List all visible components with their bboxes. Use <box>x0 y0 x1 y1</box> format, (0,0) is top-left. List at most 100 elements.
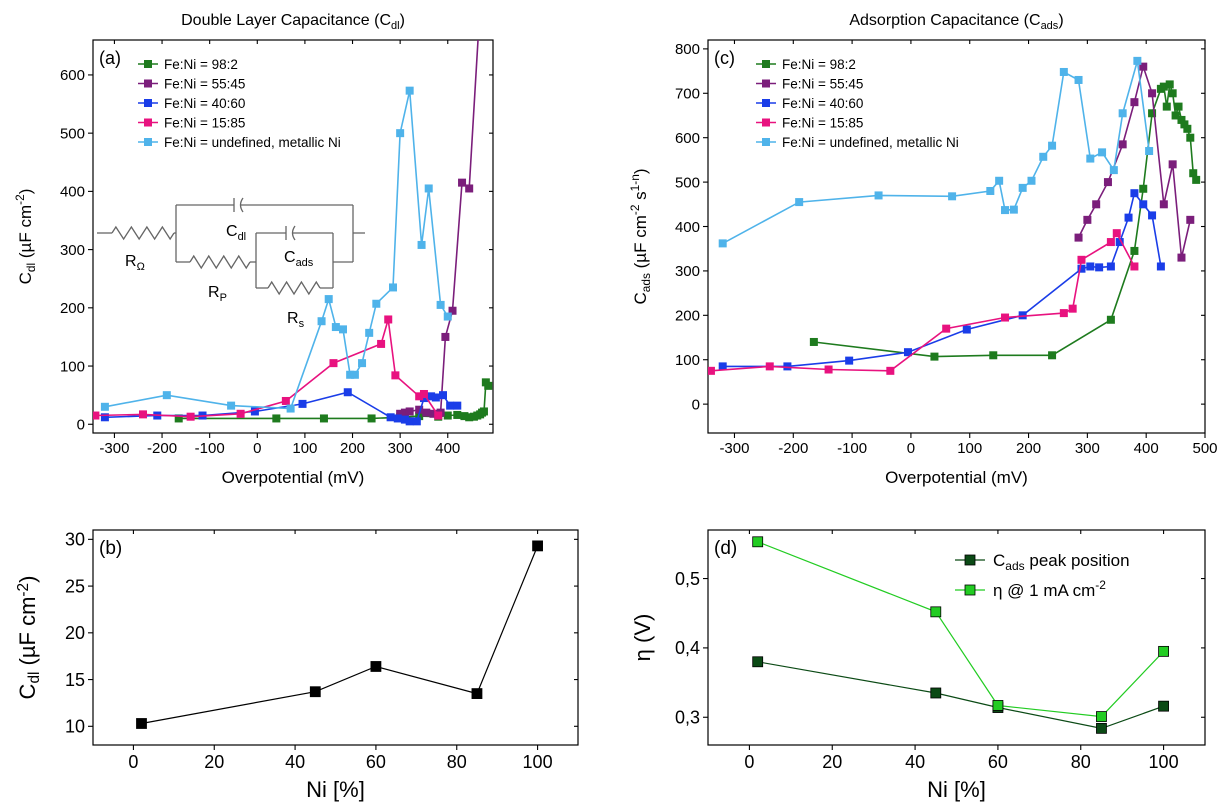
x-tick-label: 20 <box>204 752 224 772</box>
data-point <box>1156 262 1165 271</box>
plot-frame <box>707 529 1206 746</box>
data-point <box>391 371 400 380</box>
legend-marker <box>144 118 152 127</box>
data-point <box>405 86 414 95</box>
series-line <box>722 191 1162 368</box>
data-point <box>1068 304 1077 313</box>
data-point <box>708 366 715 375</box>
data-point <box>350 370 359 379</box>
data-point <box>319 414 328 423</box>
x-tick-label: -300 <box>99 440 129 457</box>
data-point <box>475 24 483 32</box>
data-point <box>1077 255 1086 264</box>
data-point <box>93 411 100 420</box>
data-point <box>1177 253 1186 262</box>
data-point <box>324 295 333 304</box>
data-point <box>443 411 452 420</box>
data-point <box>415 405 424 414</box>
data-point <box>365 328 374 337</box>
data-point <box>948 192 957 201</box>
plot-frame <box>92 39 494 434</box>
x-tick-label: 200 <box>1016 440 1041 457</box>
panel-a: -300 -200 -100 0 100 200 300 400 0 100 200 300 400 50… <box>13 12 494 487</box>
data-point <box>465 413 474 422</box>
data-point <box>1139 184 1148 193</box>
data-point <box>809 337 818 346</box>
data-point <box>1177 115 1186 124</box>
y-tick-label: 0 <box>77 417 85 434</box>
data-point <box>1186 215 1195 224</box>
y-tick-label: 100 <box>60 358 85 375</box>
data-point <box>930 606 942 618</box>
data-point <box>1001 206 1010 215</box>
x-axis-label: Ni [%] <box>306 777 365 802</box>
data-point <box>1092 200 1101 209</box>
data-point <box>396 129 405 138</box>
data-point <box>162 391 171 400</box>
plot-frame <box>92 529 579 746</box>
data-point <box>309 686 321 698</box>
legend-entry: Fe:Ni = undefined, metallic Ni <box>164 135 341 150</box>
data-point <box>1018 311 1027 320</box>
y-axis-label: Cdl (µF cm-2) <box>13 189 38 285</box>
x-tick-label: 0 <box>744 752 754 772</box>
data-point <box>460 412 469 421</box>
y-tick-label: 200 <box>675 308 700 325</box>
data-point <box>1086 154 1095 163</box>
data-point <box>1124 213 1133 222</box>
data-point <box>424 184 433 193</box>
label-r-omega: RΩ <box>125 253 145 273</box>
capacitor-plate <box>291 225 296 241</box>
data-point <box>824 365 833 374</box>
data-point <box>331 323 340 332</box>
data-point <box>1083 215 1092 224</box>
y-tick-label: 600 <box>675 130 700 147</box>
chart-title: Adsorption Capacitance (Cads) <box>849 12 1063 32</box>
legend-marker <box>762 118 770 127</box>
data-point <box>1109 166 1118 175</box>
x-tick-label: 80 <box>447 752 467 772</box>
data-point <box>329 359 338 368</box>
data-point <box>1027 176 1036 185</box>
panel-label: (c) <box>714 48 735 68</box>
data-point <box>1130 98 1139 107</box>
data-point <box>386 413 395 422</box>
data-point <box>1001 313 1010 322</box>
data-point <box>1148 109 1157 118</box>
legend-entry: Fe:Ni = 15:85 <box>782 116 863 131</box>
x-tick-label: 100 <box>1149 752 1179 772</box>
data-point <box>441 332 450 341</box>
data-point <box>272 414 281 423</box>
plot-area <box>708 56 1201 375</box>
data-point <box>458 178 467 187</box>
data-point <box>136 718 147 729</box>
data-point <box>752 656 764 668</box>
y-tick-label: 0,3 <box>675 708 700 728</box>
data-point <box>465 184 474 193</box>
data-point <box>1095 263 1104 272</box>
data-point <box>752 536 764 548</box>
data-point <box>412 417 421 426</box>
y-tick-label: 100 <box>675 352 700 369</box>
legend-marker <box>964 554 976 566</box>
data-point <box>1159 82 1168 91</box>
legend-marker <box>762 79 770 88</box>
resistor-r-omega <box>111 225 175 241</box>
data-point <box>765 362 774 371</box>
legend-entry: Fe:Ni = 98:2 <box>782 57 856 72</box>
data-point <box>1130 262 1139 271</box>
x-tick-label: 100 <box>292 440 317 457</box>
data-point <box>436 300 445 309</box>
data-point <box>1180 120 1189 129</box>
data-point <box>992 700 1004 711</box>
data-point <box>1096 711 1107 722</box>
resistor-rs <box>267 280 321 296</box>
data-point <box>1009 205 1018 214</box>
data-point <box>1168 160 1177 169</box>
label-rp: RP <box>208 284 227 304</box>
y-axis-label: Cdl (µF cm-2) <box>15 576 43 700</box>
y-tick-label: 0,5 <box>675 569 700 589</box>
x-axis-label: Ni [%] <box>927 777 986 802</box>
data-point <box>995 176 1004 185</box>
